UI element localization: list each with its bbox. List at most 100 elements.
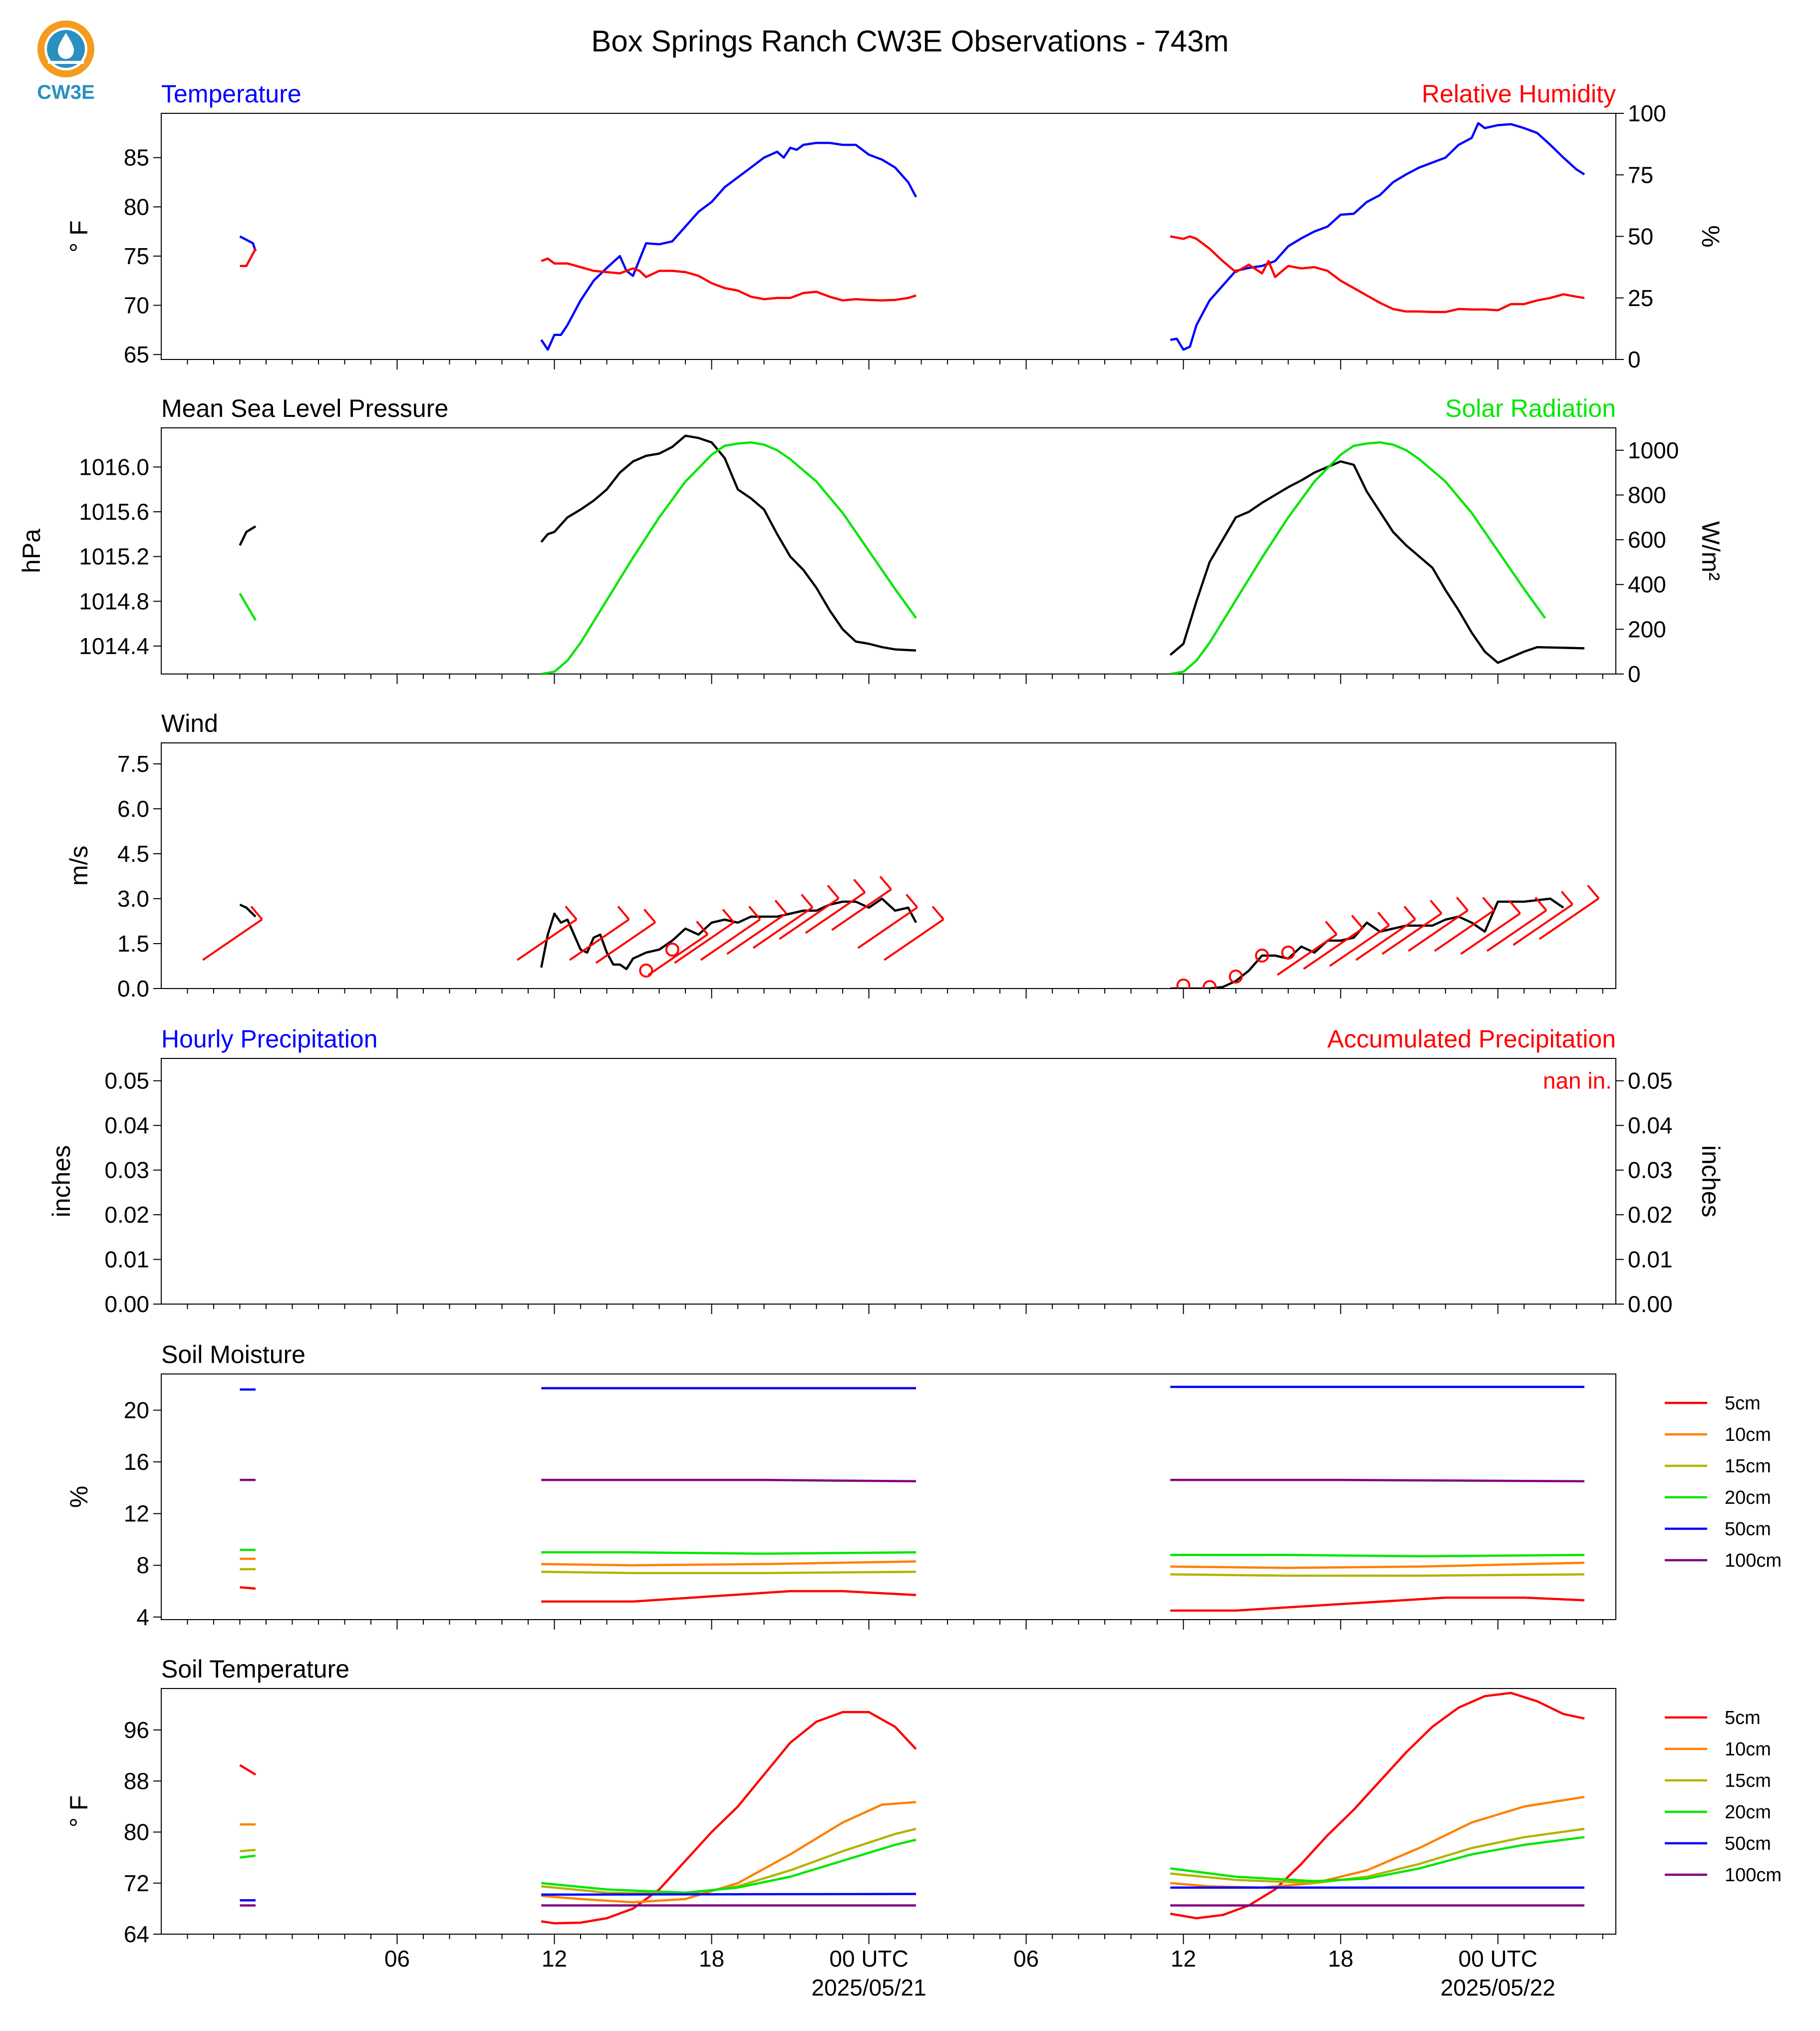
series-line-temperature-1: [540, 141, 917, 351]
wind-barb-shaft-upper: [1523, 909, 1547, 927]
wind-barb-calm: [665, 943, 679, 957]
y-tick-label: 7.5: [117, 751, 149, 777]
series-line-20cm-1: [541, 1838, 916, 1894]
plot-area: [239, 1692, 1585, 1925]
y-tick-label: 96: [124, 1717, 149, 1743]
wind-barb-flag: [1403, 906, 1416, 920]
series-line-20cm-2: [1170, 1554, 1585, 1558]
y-tick-label-right: 0: [1628, 346, 1641, 372]
wind-barb-flag: [801, 894, 814, 908]
logo-text: CW3E: [37, 81, 95, 103]
y-tick-label: 1015.2: [79, 544, 149, 570]
panel-title: Mean Sea Level Pressure: [161, 394, 448, 422]
legend-label: 20cm: [1725, 1802, 1771, 1823]
date-label: 2025/05/22: [1441, 1975, 1555, 2001]
wind-barb-shaft: [569, 934, 607, 961]
legend-label: 100cm: [1725, 1550, 1782, 1571]
y-tick-label: 80: [124, 1819, 149, 1845]
series-line-10cm-2: [1170, 1561, 1585, 1569]
wind-barb-shaft-upper: [842, 891, 866, 909]
wind-barb-shaft: [1303, 943, 1341, 970]
wind-barb-shaft-upper: [1549, 903, 1573, 921]
series-line-10cm-1: [541, 1801, 916, 1904]
y-tick-label-right: 600: [1628, 527, 1666, 553]
y-tick-label-right: 800: [1628, 482, 1666, 508]
series-line-mean-sea-level-pressure-0: [239, 525, 257, 546]
wind-barb-flag: [879, 876, 892, 890]
series-line-100cm-1: [541, 1479, 916, 1483]
y-tick-label: 20: [124, 1397, 149, 1423]
series-line-5cm-2: [1170, 1596, 1585, 1612]
y-tick-label: 4: [136, 1604, 149, 1630]
wind-barb-shaft-upper: [632, 921, 656, 939]
wind-barb-flag: [931, 906, 944, 920]
legend-label: 5cm: [1725, 1393, 1761, 1414]
y-tick-label: 1014.4: [79, 633, 149, 659]
y-tick-label-right: 0.04: [1628, 1112, 1673, 1138]
series-line-temperature-2: [1170, 122, 1585, 351]
wind-barb-flag: [1325, 921, 1338, 935]
wind-barb-shaft-upper: [1419, 912, 1442, 930]
y-tick-label: 1016.0: [79, 454, 149, 480]
y-axis-label-right: W/m²: [1697, 521, 1725, 581]
wind-barb-flag: [722, 909, 735, 923]
wind-barb-shaft-upper: [894, 906, 918, 924]
x-tick-label: 18: [699, 1946, 724, 1972]
wind-barb-calm: [1203, 980, 1217, 989]
y-tick-label: 88: [124, 1768, 149, 1794]
series-line-solar-radiation-1: [541, 441, 917, 674]
wind-barb-shaft: [1355, 934, 1394, 961]
legend-label: 5cm: [1725, 1707, 1761, 1728]
y-axis-label: ° F: [65, 1795, 93, 1827]
plot-frame: [161, 113, 1616, 360]
wind-barb-flag: [1508, 900, 1521, 914]
series-line-relative-humidity-2: [1170, 235, 1585, 314]
logo-drop-icon: [58, 33, 74, 59]
panel-wind: Wind 0.0 1.5 3.0 4.5 6.0 7.5 m/s: [65, 709, 1616, 1002]
y-tick-label: 0.02: [104, 1202, 149, 1228]
series-line-15cm-2: [1170, 1827, 1585, 1885]
wind-barb-shaft: [647, 949, 686, 976]
y-tick-label: 16: [124, 1449, 149, 1475]
series-line-wind-speed-1: [540, 897, 917, 971]
wind-barb-shaft-upper: [606, 918, 630, 936]
y-tick-label-right: 0.00: [1628, 1291, 1673, 1317]
series-line-5cm-1: [541, 1590, 916, 1603]
wind-barb-shaft-upper: [1497, 912, 1521, 930]
series-line-solar-radiation-0: [239, 593, 257, 621]
y-tick-label: 0.04: [104, 1112, 149, 1138]
y-tick-label: 3.0: [117, 886, 149, 912]
wind-barb-shaft: [831, 904, 870, 931]
y-tick-label: 70: [124, 293, 149, 319]
wind-barb-shaft: [595, 937, 634, 964]
series-line-100cm-2: [1170, 1479, 1585, 1483]
y-tick-label: 0.0: [117, 976, 149, 1002]
wind-barb-shaft-upper: [920, 918, 944, 936]
series-line-mean-sea-level-pressure-2: [1169, 460, 1585, 664]
panel-precip: Hourly Precipitation Accumulated Precipit…: [47, 1025, 1725, 1317]
y-tick-label: 0.03: [104, 1157, 149, 1183]
y-tick-label-right: 0: [1628, 661, 1641, 687]
y-tick-label: 80: [124, 194, 149, 220]
wind-barb-calm: [1255, 949, 1269, 963]
panel-title: Hourly Precipitation: [161, 1025, 378, 1053]
y-axis-label: %: [65, 1486, 93, 1508]
y-tick-label-right: 75: [1628, 162, 1653, 188]
wind-barb-flag: [1351, 915, 1364, 929]
plot-frame: [161, 427, 1616, 675]
y-tick-label-right: 400: [1628, 572, 1666, 598]
y-tick-label: 85: [124, 145, 149, 171]
x-tick-label: 12: [1171, 1946, 1196, 1972]
panel-soil_moisture: Soil Moisture 4 8 12 16 20% 5cm 10cm 15cm 20cm 50c…: [65, 1341, 1782, 1630]
wind-barb-flag: [1377, 912, 1390, 926]
logo-wave-icon: [48, 61, 84, 64]
y-tick-label: 4.5: [117, 841, 149, 867]
series-line-20cm-0: [240, 1854, 256, 1859]
series-line-15cm-1: [541, 1827, 916, 1895]
series-line-15cm-2: [1170, 1573, 1585, 1577]
y-tick-label: 64: [124, 1921, 149, 1947]
legend-label: 100cm: [1725, 1865, 1782, 1886]
wind-barb-shaft-upper: [868, 888, 892, 906]
y-tick-label-right: 100: [1628, 100, 1666, 126]
